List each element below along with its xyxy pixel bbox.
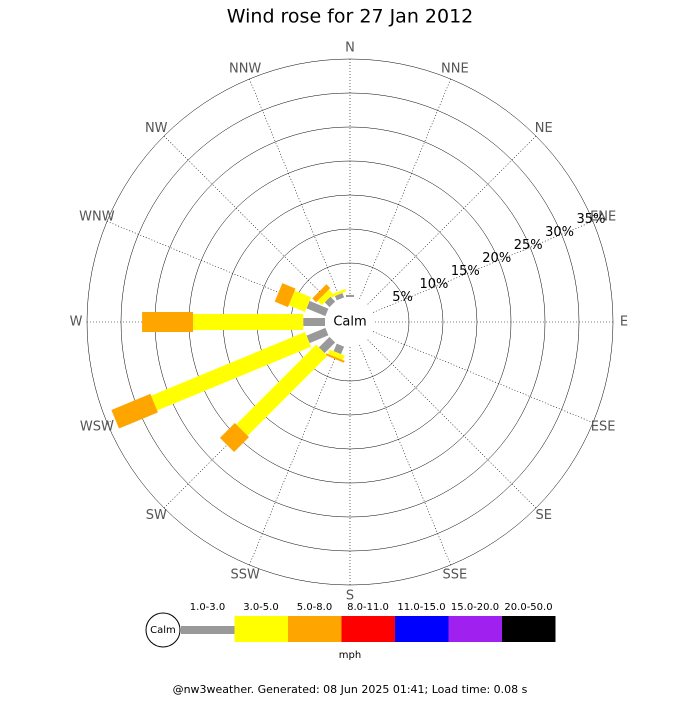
legend-swatch [288,616,342,642]
legend-calm-label: Calm [150,625,176,636]
direction-label: NNE [441,61,469,76]
direction-label: ESE [591,419,616,434]
rose-segment [346,294,354,297]
ring-label: 25% [514,238,543,253]
rose-segment [111,393,158,429]
rose-segment [325,353,345,363]
ring-label: 35% [577,212,606,227]
legend-calm-circle [145,612,181,648]
direction-label: W [70,315,83,330]
direction-label: SW [146,508,167,523]
spoke [359,344,451,566]
legend-label: 3.0-5.0 [243,602,278,613]
legend-swatch [181,626,235,634]
direction-label: NE [535,121,553,136]
direction-label: ENE [590,210,616,225]
spoke [249,344,341,566]
ring-label: 5% [392,290,413,305]
spoke [367,135,537,305]
rose-segment [324,296,336,308]
rose-segment [274,283,296,308]
legend-label: 20.0-50.0 [504,602,552,613]
legend-swatch [341,616,395,642]
rose-segment [317,289,334,306]
direction-label: NNW [229,61,261,76]
ring-label: 30% [545,225,574,240]
rose-segment [151,331,312,411]
legend-label: 1.0-3.0 [190,602,225,613]
legend-swatch [395,616,449,642]
legend-label: 8.0-11.0 [347,602,389,613]
unit-label: mph [339,650,361,661]
legend-swatch [502,616,556,642]
rose-segment [193,314,304,330]
direction-label: N [345,41,355,56]
calm-label: Calm [333,315,366,330]
rose-segment [334,292,345,301]
direction-label: S [346,589,354,604]
direction-label: E [620,315,628,330]
legend-swatch [234,616,288,642]
rose-segment [288,290,312,313]
rose-segment [330,288,347,298]
legend-label: 15.0-20.0 [451,602,499,613]
spoke [372,221,594,313]
direction-label: WSW [80,419,114,434]
rose-segment [303,318,325,326]
spoke [249,78,341,300]
direction-label: SSE [442,568,467,583]
ring-label: 15% [451,264,480,279]
legend-label: 5.0-8.0 [297,602,332,613]
calm-circle [325,297,375,347]
rose-segment [312,284,331,303]
spoke [367,339,537,509]
rose-segment [333,343,345,355]
rose-segment [219,423,249,453]
ring-label: 10% [419,277,448,292]
chart-title: Wind rose for 27 Jan 2012 [227,6,474,28]
rose-segment [318,336,336,354]
footer: @nw3weather. Generated: 08 Jun 2025 01:4… [173,683,528,696]
direction-label: SSW [230,568,260,583]
spoke [163,135,333,305]
spoke [372,331,594,423]
spoke [359,78,451,300]
direction-label: NW [145,121,168,136]
direction-label: WNW [79,210,115,225]
rose-segment [328,349,345,361]
direction-label: SE [536,508,552,523]
rose-segment [142,312,194,332]
rose-segment [306,300,329,317]
rose-segment [236,344,328,436]
ring-label: 20% [482,251,511,266]
rose-segment [306,327,329,344]
legend-label: 11.0-15.0 [397,602,445,613]
legend-swatch [448,616,502,642]
